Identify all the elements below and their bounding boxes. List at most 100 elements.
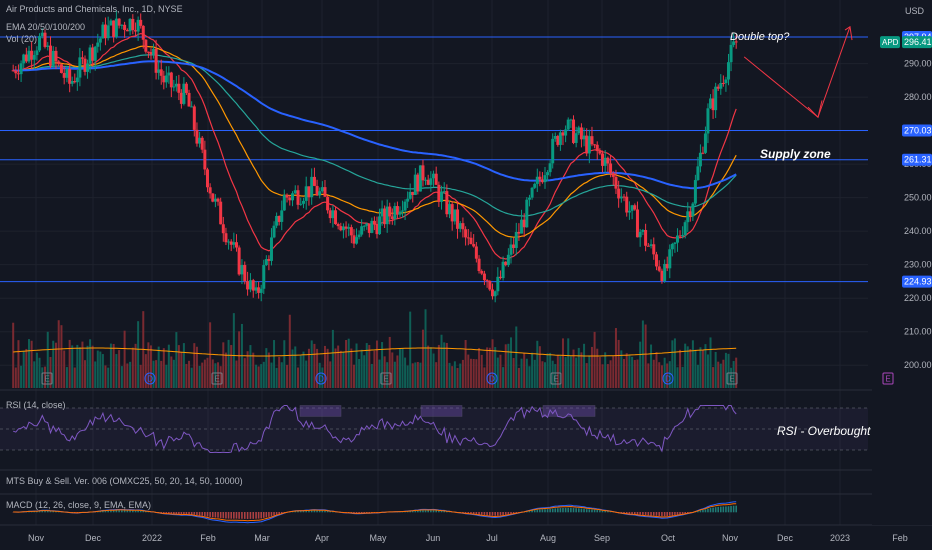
ema-legend[interactable]: EMA 20/50/100/200 [6, 22, 86, 32]
volume-bar [350, 348, 353, 388]
support-resistance-levels[interactable] [0, 36, 868, 283]
volume-bar [596, 348, 599, 388]
time-axis[interactable]: Nov Dec 2022 Feb Mar Apr May Jun Jul Aug Sep Oct Nov… [28, 533, 908, 543]
volume-bar [339, 350, 342, 388]
macd-histogram-bar [211, 512, 214, 518]
event-marker-label: E [553, 375, 558, 384]
volume-bar [177, 345, 180, 388]
candle-body [114, 18, 118, 38]
macd-histogram-bar [139, 510, 142, 513]
candle-body [585, 135, 589, 154]
candle-body [398, 211, 402, 215]
macd-histogram-bar [674, 512, 676, 516]
macd-histogram-bar [644, 512, 647, 516]
candle-body [240, 265, 244, 275]
volume-bar [396, 355, 399, 388]
macd-histogram-bar [112, 510, 115, 513]
macd-histogram-bar [491, 512, 494, 516]
projection-drawing[interactable] [743, 25, 853, 119]
candle-body [701, 152, 705, 154]
candle-body [670, 243, 674, 250]
candle-body [243, 265, 247, 282]
candle-body [450, 204, 454, 222]
macd-panel: 0.00 [12, 501, 922, 524]
macd-histogram-bar [219, 512, 222, 518]
volume-bar [104, 365, 107, 388]
candle-body [522, 219, 526, 228]
volume-bar [360, 349, 363, 388]
macd-histogram-bar [539, 509, 541, 513]
candle-body [46, 45, 50, 47]
macd-histogram-bar [358, 512, 360, 514]
candle-body [136, 19, 140, 32]
macd-histogram-bar [414, 510, 417, 513]
candle-body [461, 223, 465, 230]
macd-histogram-bar [725, 506, 727, 513]
time-tick-label: 2022 [142, 533, 162, 543]
price-badge-label: 296.41 [904, 37, 932, 47]
volume-bar [167, 344, 170, 388]
volume-bar [572, 349, 575, 388]
time-tick-label: Sep [594, 533, 610, 543]
macd-histogram-bar [406, 511, 409, 513]
candle-body [469, 237, 473, 245]
candle-body [216, 198, 220, 202]
volume-bar [588, 355, 591, 388]
candle-body [362, 225, 366, 227]
symbol-legend[interactable]: Air Products and Chemicals, Inc., 1D, NY… [6, 4, 183, 14]
macd-histogram-bar [583, 508, 585, 513]
macd-histogram-bar [446, 511, 448, 513]
candle-body [285, 194, 289, 198]
macd-histogram-bar [631, 512, 633, 515]
price-badge [902, 36, 932, 49]
candle-body [310, 176, 314, 198]
candle-body [282, 194, 286, 211]
volume-bar [536, 340, 539, 388]
candle-body [30, 50, 34, 60]
volume-bar [255, 364, 258, 388]
macd-histogram-bar [305, 510, 308, 513]
rsi-legend[interactable]: RSI (14, close) [6, 400, 66, 410]
candle-body [617, 188, 621, 199]
volume-bar [49, 356, 52, 388]
candle-body [229, 241, 233, 245]
volume-bar [129, 361, 132, 388]
candle-body [601, 153, 605, 166]
volume-bar [414, 362, 417, 388]
event-marker-label: E [885, 375, 890, 384]
candle-body [622, 196, 626, 198]
candle-body [561, 132, 565, 136]
price-badge-label: 261.31 [904, 155, 932, 165]
candle-body [514, 231, 518, 248]
mts-legend[interactable]: MTS Buy & Sell. Ver. 006 (OMXC25, 50, 20… [6, 476, 243, 486]
candle-body [187, 92, 191, 107]
price-axis[interactable]: 290.00280.00270.00260.00250.00240.00230.… [872, 0, 932, 525]
volume-bar [440, 334, 443, 388]
projection-arrowhead [844, 25, 853, 41]
candle-body [367, 223, 371, 233]
candle-body [429, 178, 433, 185]
volume-bar [580, 352, 583, 388]
candle-body [719, 82, 723, 89]
macd-legend[interactable]: MACD (12, 26, close, 9, EMA, EMA) [6, 500, 152, 510]
macd-histogram-bar [709, 507, 712, 513]
candle-body [167, 72, 171, 76]
volume-bar [209, 322, 212, 388]
candle-body [421, 165, 425, 181]
volume-legend[interactable]: Vol (20) [6, 34, 38, 44]
candle-body [59, 64, 63, 73]
volume-bar [467, 354, 470, 388]
volume-bar [291, 349, 294, 388]
candle-body [665, 263, 669, 269]
macd-histogram-bar [404, 511, 406, 513]
volume-bar [52, 340, 55, 388]
candle-body [312, 176, 316, 186]
volume-bar [355, 343, 358, 388]
volume-bar [409, 311, 412, 388]
volume-bar [337, 345, 340, 388]
candle-body [512, 244, 516, 248]
volume-bar [639, 341, 642, 388]
volume-bar [363, 355, 366, 388]
